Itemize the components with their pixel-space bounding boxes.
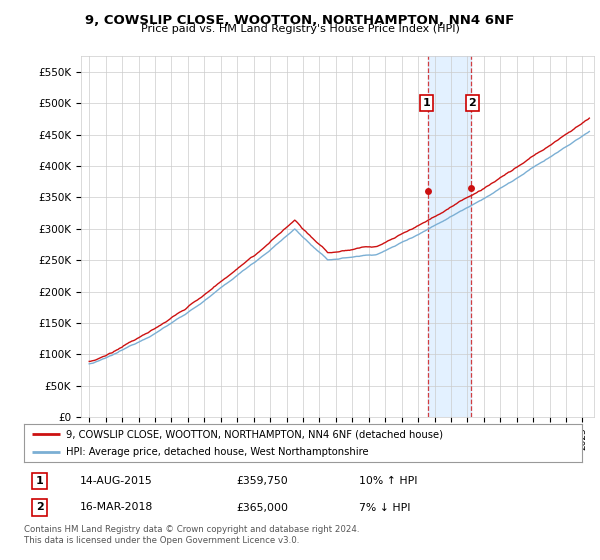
Text: 9, COWSLIP CLOSE, WOOTTON, NORTHAMPTON, NN4 6NF (detached house): 9, COWSLIP CLOSE, WOOTTON, NORTHAMPTON, …: [66, 429, 443, 439]
Text: Price paid vs. HM Land Registry's House Price Index (HPI): Price paid vs. HM Land Registry's House …: [140, 24, 460, 34]
Text: £365,000: £365,000: [236, 502, 288, 512]
Text: 1: 1: [423, 98, 430, 108]
Text: 10% ↑ HPI: 10% ↑ HPI: [359, 476, 418, 486]
Text: 7% ↓ HPI: 7% ↓ HPI: [359, 502, 410, 512]
Text: £359,750: £359,750: [236, 476, 288, 486]
Text: 14-AUG-2015: 14-AUG-2015: [80, 476, 152, 486]
Text: 9, COWSLIP CLOSE, WOOTTON, NORTHAMPTON, NN4 6NF: 9, COWSLIP CLOSE, WOOTTON, NORTHAMPTON, …: [85, 14, 515, 27]
Text: HPI: Average price, detached house, West Northamptonshire: HPI: Average price, detached house, West…: [66, 447, 368, 457]
Text: 2: 2: [36, 502, 43, 512]
Bar: [428, 56, 471, 417]
Text: 1: 1: [36, 476, 43, 486]
Text: 16-MAR-2018: 16-MAR-2018: [80, 502, 153, 512]
Text: Contains HM Land Registry data © Crown copyright and database right 2024.
This d: Contains HM Land Registry data © Crown c…: [24, 525, 359, 545]
Text: 2: 2: [469, 98, 476, 108]
